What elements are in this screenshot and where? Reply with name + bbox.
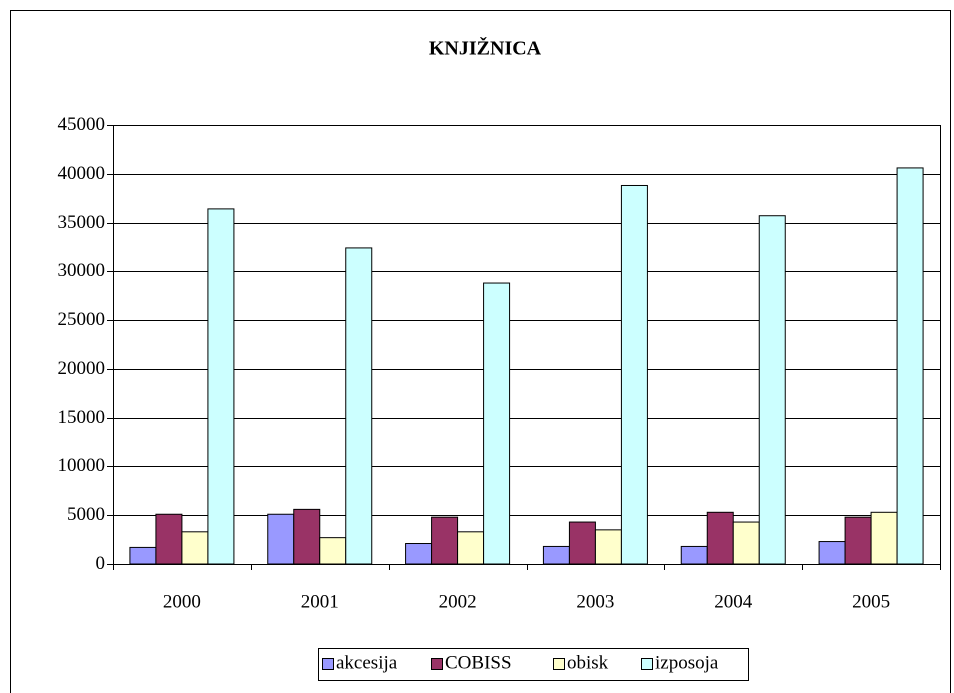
bar xyxy=(542,545,570,565)
x-tick-label: 2004 xyxy=(714,591,753,612)
bar xyxy=(483,282,511,565)
y-tick-label: 5000 xyxy=(67,504,105,525)
y-tick-label: 25000 xyxy=(58,309,106,330)
y-tick-label: 0 xyxy=(96,553,106,574)
bar xyxy=(319,537,347,565)
legend-label: akcesija xyxy=(336,652,398,673)
y-tick-label: 20000 xyxy=(58,358,106,379)
bar xyxy=(844,516,872,565)
bar xyxy=(155,513,183,565)
bar xyxy=(129,546,157,565)
bar xyxy=(732,521,760,565)
legend-box xyxy=(318,648,749,681)
y-tick-label: 35000 xyxy=(58,212,106,233)
bar xyxy=(620,184,648,565)
bar xyxy=(594,529,622,565)
y-tick-label: 15000 xyxy=(58,407,106,428)
bar xyxy=(207,208,235,565)
y-tick-label: 40000 xyxy=(58,163,106,184)
bar xyxy=(181,531,209,565)
bar xyxy=(870,511,898,565)
plot-area xyxy=(113,125,941,565)
bar xyxy=(457,531,485,565)
legend-swatch xyxy=(322,658,334,670)
x-tick-label: 2001 xyxy=(301,591,339,612)
bar xyxy=(818,541,846,565)
y-tick-label: 10000 xyxy=(58,455,106,476)
bar xyxy=(345,247,373,565)
bar xyxy=(293,508,321,565)
legend-label: izposoja xyxy=(655,652,719,673)
x-tick-label: 2003 xyxy=(576,591,614,612)
y-tick-label: 45000 xyxy=(58,114,106,135)
bar xyxy=(758,215,786,565)
x-tick-label: 2002 xyxy=(439,591,477,612)
chart-title: KNJIŽNICA xyxy=(429,36,542,60)
bar xyxy=(706,511,734,565)
bar xyxy=(896,167,924,565)
bar xyxy=(568,521,596,565)
legend-label: COBISS xyxy=(445,652,512,673)
legend-label: obisk xyxy=(567,652,609,673)
x-tick-label: 2000 xyxy=(163,591,201,612)
legend-swatch xyxy=(641,658,653,670)
bar xyxy=(405,543,433,565)
bar xyxy=(431,516,459,565)
x-tick-label: 2005 xyxy=(852,591,890,612)
bar xyxy=(267,513,295,565)
y-tick-label: 30000 xyxy=(58,260,106,281)
legend-swatch xyxy=(553,658,565,670)
legend-swatch xyxy=(431,658,443,670)
bar xyxy=(680,545,708,565)
